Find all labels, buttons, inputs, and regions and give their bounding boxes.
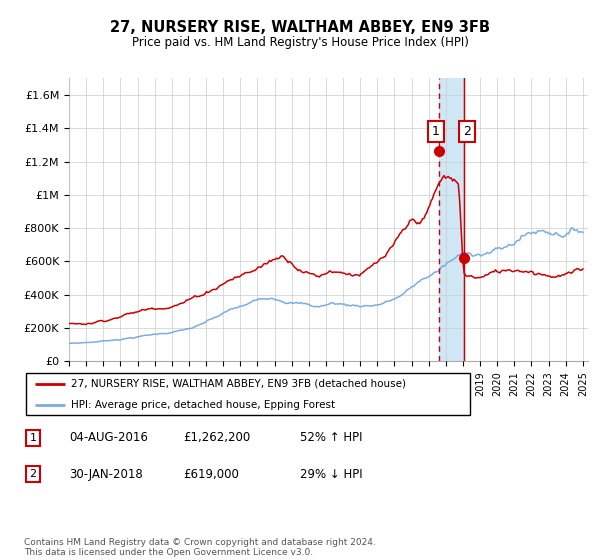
Text: 2: 2 xyxy=(463,125,471,138)
Text: Price paid vs. HM Land Registry's House Price Index (HPI): Price paid vs. HM Land Registry's House … xyxy=(131,36,469,49)
Text: 1: 1 xyxy=(29,433,37,443)
Text: 52% ↑ HPI: 52% ↑ HPI xyxy=(300,431,362,445)
Bar xyxy=(439,78,464,361)
Text: 04-AUG-2016: 04-AUG-2016 xyxy=(69,431,148,445)
Text: 27, NURSERY RISE, WALTHAM ABBEY, EN9 3FB (detached house): 27, NURSERY RISE, WALTHAM ABBEY, EN9 3FB… xyxy=(71,379,406,389)
Text: 27, NURSERY RISE, WALTHAM ABBEY, EN9 3FB: 27, NURSERY RISE, WALTHAM ABBEY, EN9 3FB xyxy=(110,20,490,35)
Text: HPI: Average price, detached house, Epping Forest: HPI: Average price, detached house, Eppi… xyxy=(71,400,335,410)
Text: 30-JAN-2018: 30-JAN-2018 xyxy=(69,468,143,481)
Text: 29% ↓ HPI: 29% ↓ HPI xyxy=(300,468,362,481)
Text: £1,262,200: £1,262,200 xyxy=(183,431,250,445)
FancyBboxPatch shape xyxy=(26,373,470,416)
Text: £619,000: £619,000 xyxy=(183,468,239,481)
Text: 2: 2 xyxy=(29,469,37,479)
Text: Contains HM Land Registry data © Crown copyright and database right 2024.
This d: Contains HM Land Registry data © Crown c… xyxy=(24,538,376,557)
Text: 1: 1 xyxy=(432,125,440,138)
